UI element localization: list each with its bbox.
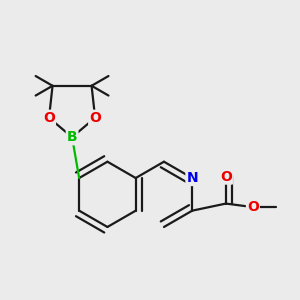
Text: O: O bbox=[247, 200, 259, 214]
Text: O: O bbox=[43, 111, 55, 125]
Text: O: O bbox=[89, 111, 101, 125]
Text: N: N bbox=[186, 171, 198, 185]
Text: O: O bbox=[220, 169, 232, 184]
Text: B: B bbox=[67, 130, 77, 144]
